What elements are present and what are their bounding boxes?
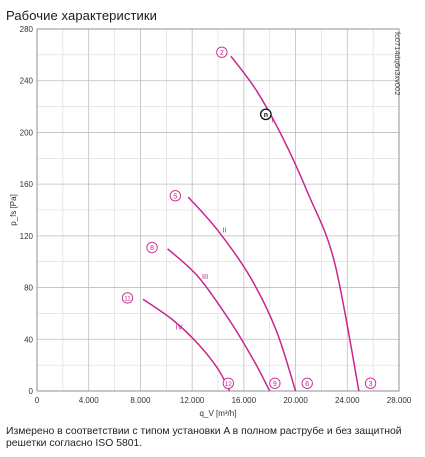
curve-start-marker-ring (169, 190, 181, 202)
curve-label-i: I (271, 116, 273, 125)
curve-start-marker-ring (216, 46, 228, 58)
curve-end-marker-ring (222, 377, 234, 389)
curve-ii (187, 196, 297, 392)
y-tick-label: 240 (20, 77, 34, 86)
curve-end-marker-ring (269, 377, 281, 389)
curve-label-iv: IV (176, 322, 183, 331)
chart-axes: 0 40 80 120 160 200 240 280 0 4.000 8.000 12.000 16.… (9, 25, 412, 418)
curve-end-marker-ring (364, 377, 377, 389)
curve-end-marker-text: 3 (369, 381, 373, 388)
curve-label-iii: III (202, 272, 208, 281)
curve-iv (142, 298, 231, 392)
operating-point-marker-ring (259, 108, 272, 121)
plot-frame (36, 28, 400, 392)
curve-end-marker-text: 9 (273, 381, 277, 388)
y-tick-label: 200 (20, 128, 34, 137)
x-tick-label: 16.000 (232, 396, 257, 405)
curve-end-marker: 9 (269, 377, 281, 389)
x-tick-label: 28.000 (387, 396, 412, 405)
operating-point-marker: n (259, 108, 272, 121)
y-tick-label: 80 (24, 284, 33, 293)
curve-start-marker: 8 (146, 241, 158, 254)
curve-start-marker-text: 11 (124, 296, 131, 303)
curve-start-marker-text: 8 (150, 245, 154, 252)
curve-start-marker-ring (146, 241, 158, 254)
figure-code-label: fc0714dq6n3xv002 (393, 32, 402, 95)
curve-end-marker: 6 (301, 377, 313, 389)
curve-end-marker: 12 (222, 377, 234, 389)
chart-title: Рабочие характеристики (6, 8, 158, 23)
x-tick-label: 24.000 (335, 396, 360, 405)
y-tick-label: 280 (20, 25, 34, 34)
y-tick-label: 40 (24, 335, 33, 344)
curve-start-marker-ring (121, 292, 134, 304)
curve-end-marker-text: 12 (225, 381, 232, 388)
chart-grid (36, 28, 400, 392)
curve-start-marker: 5 (169, 190, 181, 202)
curve-start-marker: 11 (121, 292, 134, 304)
x-tick-label: 12.000 (180, 396, 205, 405)
y-axis-label: p_fs [Pa] (9, 194, 18, 226)
curve-end-marker-text: 6 (305, 381, 309, 388)
curve-start-marker-text: 2 (220, 50, 224, 57)
y-tick-label: 0 (29, 387, 34, 396)
curve-iii (167, 248, 271, 392)
x-axis-label: q_V [m³/h] (200, 409, 237, 418)
y-tick-label: 160 (20, 180, 34, 189)
curve-label-ii: II (222, 225, 226, 234)
chart-curves (142, 55, 360, 392)
curve-i (230, 55, 360, 392)
footnote: Измерено в соответствии с типом установк… (6, 426, 402, 449)
curve-end-marker-ring (301, 377, 313, 389)
y-tick-label: 120 (20, 232, 34, 241)
curve-start-marker-text: 5 (173, 193, 177, 200)
x-tick-label: 20.000 (283, 396, 308, 405)
operating-point-marker-text: n (264, 112, 268, 119)
x-tick-label: 0 (35, 396, 40, 405)
chart-markers: 2 3 5 6 8 9 11 12 n (121, 46, 377, 389)
curve-start-marker: 2 (216, 46, 228, 58)
x-tick-label: 4.000 (79, 396, 100, 405)
chart-svg: 0 40 80 120 160 200 240 280 0 4.000 8.000 12.000 16.… (9, 25, 412, 418)
curve-end-marker: 3 (364, 377, 377, 389)
x-tick-label: 8.000 (130, 396, 151, 405)
